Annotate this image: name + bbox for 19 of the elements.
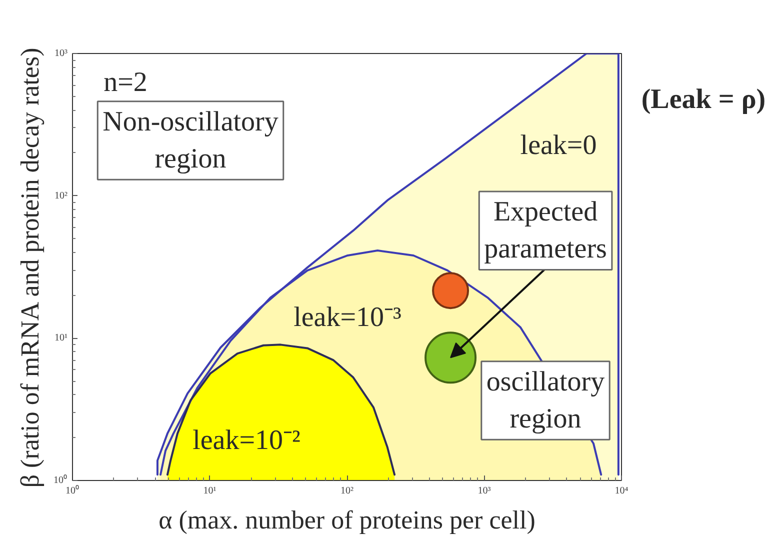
x-axis-title: α (max. number of proteins per cell)	[158, 506, 536, 534]
x-tick-label: 10³	[478, 486, 491, 496]
x-tick-label: 10¹	[203, 486, 216, 496]
annotation: leak=10⁻³	[294, 302, 402, 333]
y-axis-title: β (ratio of mRNA and protein decay rates)	[16, 48, 44, 488]
y-tick-label: 10¹	[54, 332, 68, 344]
text: (Leak = ρ)	[641, 83, 766, 117]
x-tick-label: 10⁴	[614, 486, 629, 496]
annotation: Non-oscillatory region	[102, 106, 278, 175]
annotation: n=2	[104, 67, 148, 98]
y-tick-label: 10²	[54, 190, 68, 202]
x-tick-label: 10²	[340, 486, 354, 496]
annotation: Expected parameters	[484, 196, 607, 265]
annotation: oscillatory region	[486, 366, 605, 435]
annotation: leak=0	[520, 130, 597, 161]
annotation: leak=10⁻²	[192, 425, 300, 456]
y-tick-label: 10⁰	[54, 474, 68, 486]
x-tick-label: 10⁰	[66, 484, 80, 496]
y-tick-label: 10³	[54, 48, 68, 59]
